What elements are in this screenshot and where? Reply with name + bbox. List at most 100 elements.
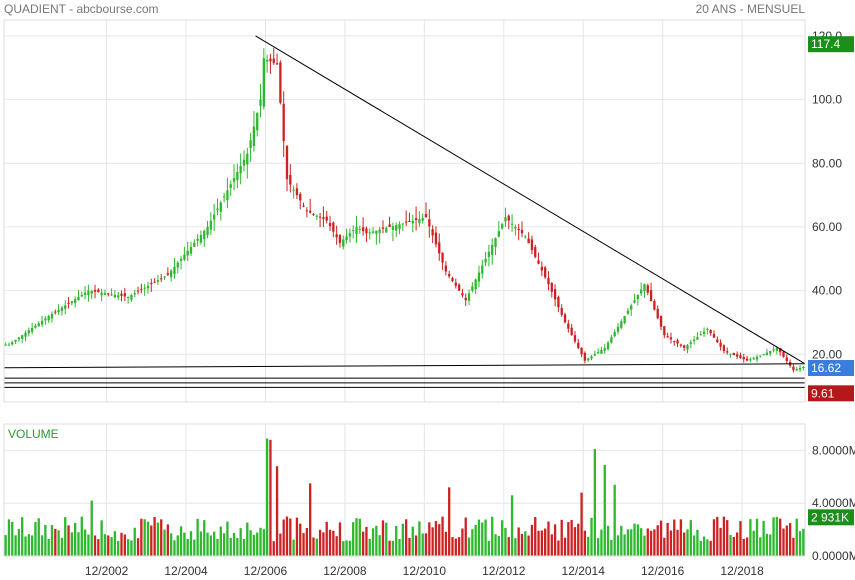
candle-body bbox=[289, 175, 292, 185]
volume-badge: 2 931K bbox=[808, 509, 854, 526]
candle-body bbox=[11, 342, 14, 345]
volume-bar bbox=[216, 539, 219, 556]
candle-body bbox=[527, 238, 530, 244]
candle-body bbox=[434, 232, 438, 245]
volume-bar bbox=[335, 536, 338, 556]
candle-body bbox=[24, 332, 27, 337]
candle-body bbox=[143, 287, 146, 289]
volume-bar bbox=[391, 540, 395, 556]
volume-badge-bg bbox=[808, 509, 854, 526]
candle-body bbox=[186, 250, 189, 256]
volume-bar bbox=[510, 495, 514, 556]
candle-body bbox=[30, 327, 34, 332]
candle-body bbox=[275, 63, 279, 65]
volume-bar bbox=[213, 531, 216, 556]
candle-body bbox=[540, 266, 544, 271]
candle-body bbox=[491, 244, 494, 256]
candle-body bbox=[67, 303, 70, 305]
candle-body bbox=[745, 358, 749, 361]
volume-bar bbox=[123, 534, 126, 556]
candle-body bbox=[719, 342, 722, 347]
x-tick-label: 12/2018 bbox=[720, 564, 764, 578]
volume-tick-label: 8.0000M bbox=[812, 443, 855, 457]
candle-body bbox=[702, 331, 706, 334]
volume-bar bbox=[550, 534, 553, 556]
volume-bar bbox=[173, 540, 176, 556]
candle-body bbox=[663, 326, 666, 336]
candle-body bbox=[679, 344, 683, 346]
candle-body bbox=[577, 342, 580, 348]
candle-body bbox=[431, 229, 434, 236]
volume-bar bbox=[302, 533, 305, 556]
volume-bar bbox=[67, 525, 70, 556]
candle-body bbox=[646, 285, 649, 293]
candle-body bbox=[249, 140, 252, 149]
candle-body bbox=[590, 356, 593, 359]
volume-bar bbox=[630, 529, 633, 556]
candle-body bbox=[100, 292, 103, 296]
low-badge: 9.61 bbox=[808, 385, 854, 402]
volume-bar bbox=[272, 541, 275, 556]
volume-bar bbox=[309, 483, 312, 556]
candle-body bbox=[395, 225, 398, 231]
candle-body bbox=[583, 352, 587, 361]
candle-body bbox=[596, 352, 600, 354]
volume-panel bbox=[3, 423, 806, 557]
candle-body bbox=[517, 228, 520, 231]
candle-body bbox=[173, 266, 176, 275]
candle-body bbox=[593, 354, 596, 356]
candle-body bbox=[213, 214, 216, 220]
volume-bar bbox=[361, 531, 365, 556]
candle-body bbox=[795, 369, 798, 371]
candle-body bbox=[17, 337, 21, 340]
candle-body bbox=[696, 336, 699, 340]
volume-bar bbox=[338, 522, 342, 556]
volume-bar bbox=[497, 535, 500, 556]
candle-body bbox=[570, 327, 573, 336]
volume-bar bbox=[567, 522, 570, 556]
candle-body bbox=[156, 280, 160, 282]
candle-body bbox=[726, 351, 729, 353]
volume-bar bbox=[699, 541, 702, 556]
volume-bar bbox=[37, 518, 40, 556]
volume-bar bbox=[421, 533, 424, 556]
volume-bar bbox=[666, 522, 669, 556]
volume-bar bbox=[441, 516, 444, 556]
y-tick-label: 80.00 bbox=[812, 156, 842, 170]
candle-body bbox=[352, 230, 355, 232]
volume-bar bbox=[689, 520, 692, 556]
volume-bar bbox=[375, 525, 378, 556]
volume-bar bbox=[636, 524, 640, 556]
candle-body bbox=[93, 289, 97, 292]
volume-bar bbox=[534, 517, 537, 556]
volume-bar bbox=[788, 523, 792, 556]
candle-body bbox=[272, 58, 275, 63]
candle-body bbox=[494, 238, 497, 247]
candle-body bbox=[643, 284, 646, 292]
volume-bar bbox=[408, 537, 411, 556]
candle-body bbox=[467, 293, 471, 301]
volume-bar bbox=[481, 522, 484, 556]
volume-bar bbox=[40, 535, 44, 556]
volume-bar bbox=[388, 540, 391, 556]
candle-body bbox=[163, 276, 166, 278]
volume-bar bbox=[411, 526, 414, 556]
candle-body bbox=[47, 316, 50, 321]
candle-body bbox=[563, 314, 567, 323]
volume-tick-label: 0.0000M bbox=[812, 549, 855, 563]
candle-body bbox=[242, 159, 246, 166]
volume-bar bbox=[663, 537, 666, 556]
volume-bar bbox=[524, 531, 527, 556]
volume-bar bbox=[471, 529, 474, 556]
candle-body bbox=[206, 226, 209, 236]
volume-bar bbox=[299, 523, 302, 556]
volume-bar bbox=[371, 528, 375, 556]
candle-body bbox=[600, 350, 603, 354]
volume-bar bbox=[464, 517, 467, 556]
candle-body bbox=[322, 217, 325, 219]
volume-bar bbox=[798, 531, 802, 556]
volume-bar bbox=[54, 528, 57, 556]
x-tick-label: 12/2002 bbox=[85, 564, 129, 578]
candle-body bbox=[83, 292, 87, 296]
volume-bar bbox=[358, 518, 361, 556]
